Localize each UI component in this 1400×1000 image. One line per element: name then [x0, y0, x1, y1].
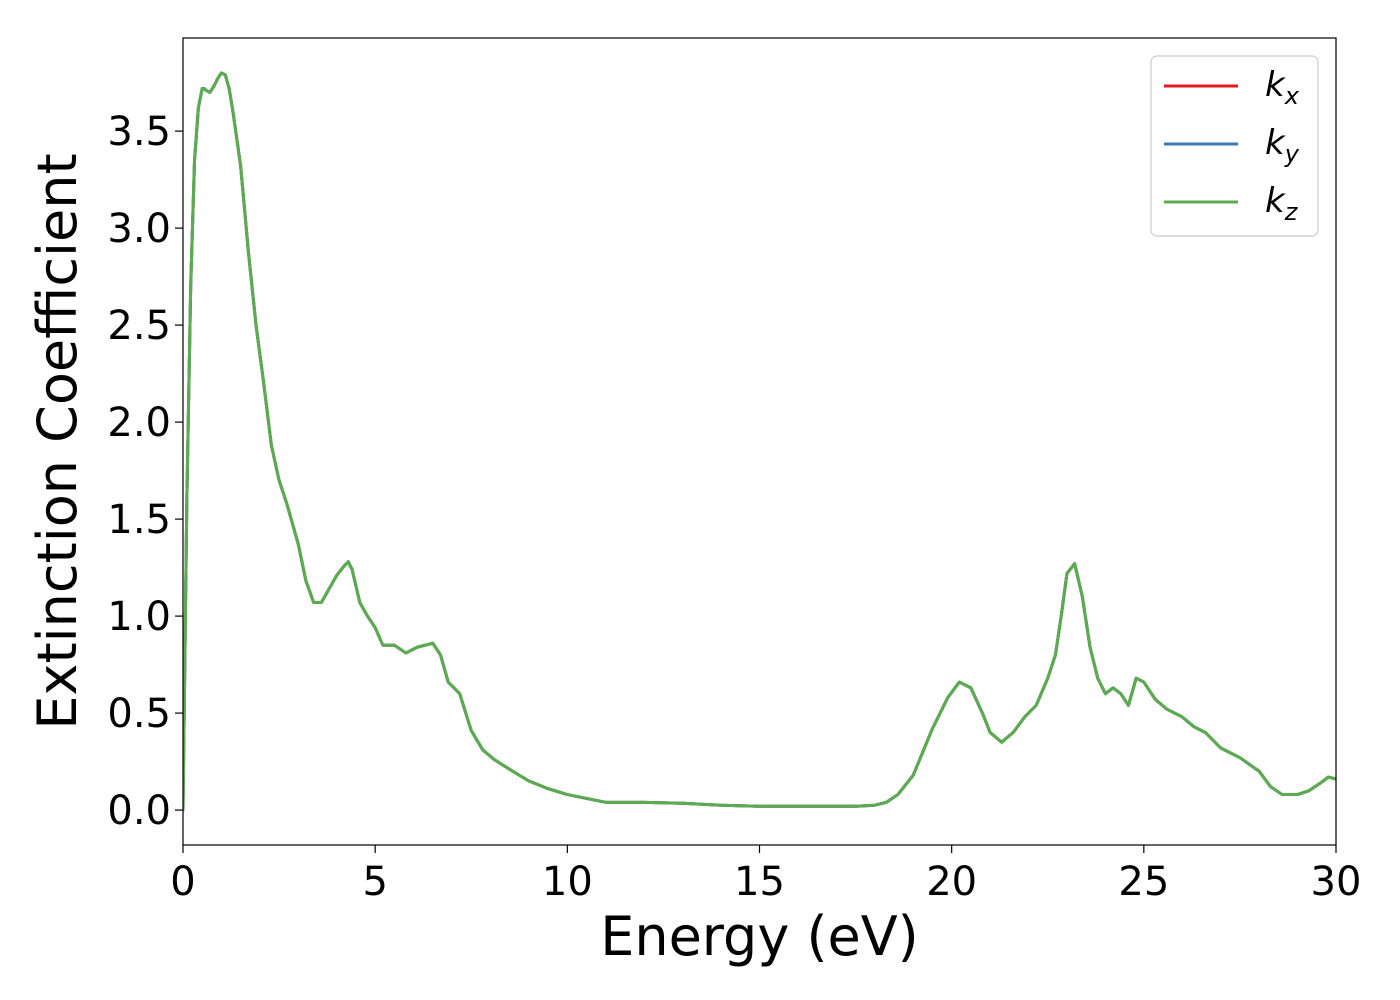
- x-tick-label: 25: [1118, 859, 1169, 905]
- series-line-k-z: [183, 71, 1336, 812]
- x-tick-label: 15: [734, 859, 785, 905]
- y-axis-title: Extinction Coefficient: [26, 153, 89, 729]
- x-tick-label: 5: [362, 859, 387, 905]
- y-tick-label: 1.0: [107, 594, 171, 640]
- legend-label-k-z: kz: [1265, 181, 1299, 226]
- series-layer: [183, 71, 1336, 812]
- x-axis-title: Energy (eV): [600, 905, 919, 968]
- x-axis-ticks: 0 5 10 15 20 25 30: [170, 845, 1361, 905]
- y-tick-label: 1.5: [107, 497, 171, 543]
- y-tick-label: 0.0: [107, 788, 171, 834]
- y-axis-ticks: 0.0 0.5 1.0 1.5 2.0 2.5 3.0 3.5: [107, 109, 183, 834]
- x-tick-label: 20: [926, 859, 977, 905]
- y-tick-label: 0.5: [107, 691, 171, 737]
- y-tick-label: 3.5: [107, 109, 171, 155]
- x-tick-label: 10: [542, 859, 593, 905]
- legend-label-k-y: ky: [1265, 123, 1300, 168]
- y-tick-label: 3.0: [107, 206, 171, 252]
- y-tick-label: 2.0: [107, 400, 171, 446]
- legend: kx ky kz: [1150, 55, 1319, 237]
- legend-box: [1150, 55, 1319, 237]
- x-tick-label: 0: [170, 859, 195, 905]
- y-tick-label: 2.5: [107, 303, 171, 349]
- x-tick-label: 30: [1311, 859, 1362, 905]
- legend-label-k-x: kx: [1265, 65, 1300, 110]
